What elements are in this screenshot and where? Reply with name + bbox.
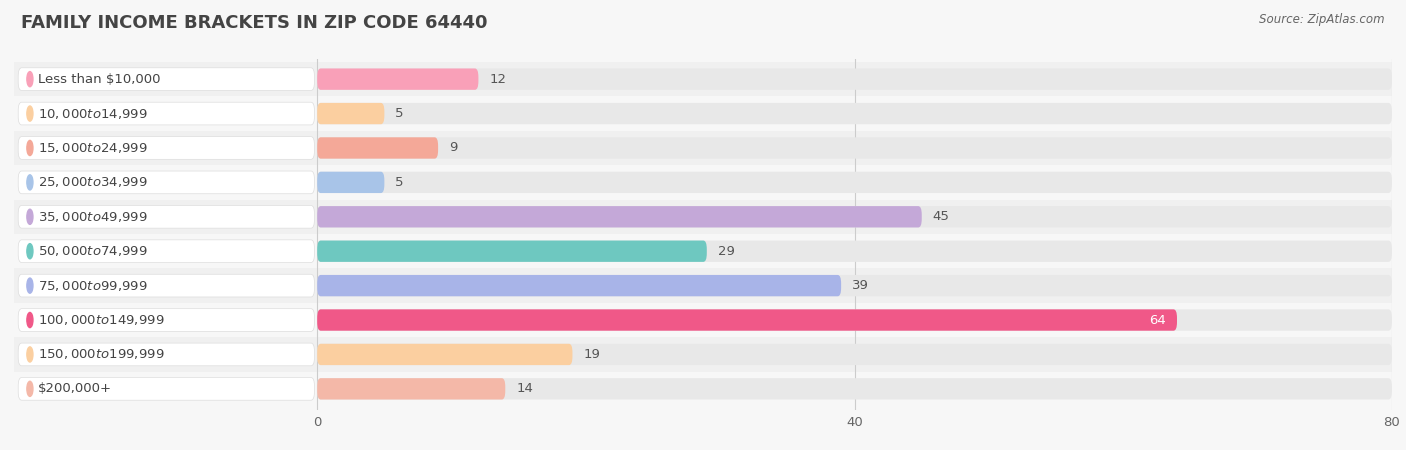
Bar — [14, 165, 1392, 200]
Circle shape — [27, 243, 32, 259]
FancyBboxPatch shape — [318, 103, 1392, 124]
FancyBboxPatch shape — [318, 137, 439, 159]
Text: $35,000 to $49,999: $35,000 to $49,999 — [38, 210, 148, 224]
FancyBboxPatch shape — [318, 206, 922, 227]
FancyBboxPatch shape — [318, 172, 384, 193]
Text: 39: 39 — [852, 279, 869, 292]
Text: Less than $10,000: Less than $10,000 — [38, 72, 160, 86]
FancyBboxPatch shape — [318, 206, 1392, 227]
Text: FAMILY INCOME BRACKETS IN ZIP CODE 64440: FAMILY INCOME BRACKETS IN ZIP CODE 64440 — [21, 14, 488, 32]
FancyBboxPatch shape — [318, 68, 478, 90]
Bar — [14, 234, 1392, 268]
Bar — [14, 200, 1392, 234]
FancyBboxPatch shape — [318, 68, 1392, 90]
FancyBboxPatch shape — [318, 309, 1177, 331]
Bar — [14, 131, 1392, 165]
Text: $25,000 to $34,999: $25,000 to $34,999 — [38, 176, 148, 189]
FancyBboxPatch shape — [318, 172, 1392, 193]
Text: $50,000 to $74,999: $50,000 to $74,999 — [38, 244, 148, 258]
Text: Source: ZipAtlas.com: Source: ZipAtlas.com — [1260, 14, 1385, 27]
FancyBboxPatch shape — [18, 102, 315, 125]
Text: 9: 9 — [449, 141, 457, 154]
FancyBboxPatch shape — [318, 275, 841, 296]
FancyBboxPatch shape — [18, 378, 315, 400]
Text: $100,000 to $149,999: $100,000 to $149,999 — [38, 313, 165, 327]
FancyBboxPatch shape — [18, 309, 315, 331]
Bar — [14, 337, 1392, 372]
Text: 45: 45 — [932, 210, 949, 223]
FancyBboxPatch shape — [18, 171, 315, 194]
FancyBboxPatch shape — [318, 378, 505, 400]
FancyBboxPatch shape — [318, 309, 1392, 331]
FancyBboxPatch shape — [18, 68, 315, 90]
Circle shape — [27, 278, 32, 293]
Circle shape — [27, 140, 32, 156]
FancyBboxPatch shape — [318, 275, 1392, 296]
FancyBboxPatch shape — [18, 343, 315, 366]
Bar — [14, 303, 1392, 337]
Text: $150,000 to $199,999: $150,000 to $199,999 — [38, 347, 165, 361]
Circle shape — [27, 347, 32, 362]
FancyBboxPatch shape — [318, 241, 1392, 262]
Text: 12: 12 — [489, 72, 506, 86]
FancyBboxPatch shape — [18, 240, 315, 262]
FancyBboxPatch shape — [318, 344, 1392, 365]
Text: 29: 29 — [718, 245, 735, 258]
Circle shape — [27, 72, 32, 87]
FancyBboxPatch shape — [318, 378, 1392, 400]
FancyBboxPatch shape — [318, 241, 707, 262]
Circle shape — [27, 175, 32, 190]
Circle shape — [27, 312, 32, 328]
FancyBboxPatch shape — [318, 103, 384, 124]
FancyBboxPatch shape — [18, 206, 315, 228]
Text: 5: 5 — [395, 176, 404, 189]
FancyBboxPatch shape — [318, 344, 572, 365]
Text: $75,000 to $99,999: $75,000 to $99,999 — [38, 279, 148, 292]
Bar — [14, 62, 1392, 96]
Circle shape — [27, 381, 32, 396]
Bar — [14, 268, 1392, 303]
Text: 14: 14 — [516, 382, 533, 396]
FancyBboxPatch shape — [18, 137, 315, 159]
FancyBboxPatch shape — [18, 274, 315, 297]
Text: $15,000 to $24,999: $15,000 to $24,999 — [38, 141, 148, 155]
Circle shape — [27, 209, 32, 225]
Text: 5: 5 — [395, 107, 404, 120]
Text: $10,000 to $14,999: $10,000 to $14,999 — [38, 107, 148, 121]
Text: $200,000+: $200,000+ — [38, 382, 112, 396]
Text: 19: 19 — [583, 348, 600, 361]
Bar — [14, 372, 1392, 406]
Bar — [14, 96, 1392, 131]
FancyBboxPatch shape — [318, 137, 1392, 159]
Text: 64: 64 — [1149, 314, 1166, 327]
Circle shape — [27, 106, 32, 121]
